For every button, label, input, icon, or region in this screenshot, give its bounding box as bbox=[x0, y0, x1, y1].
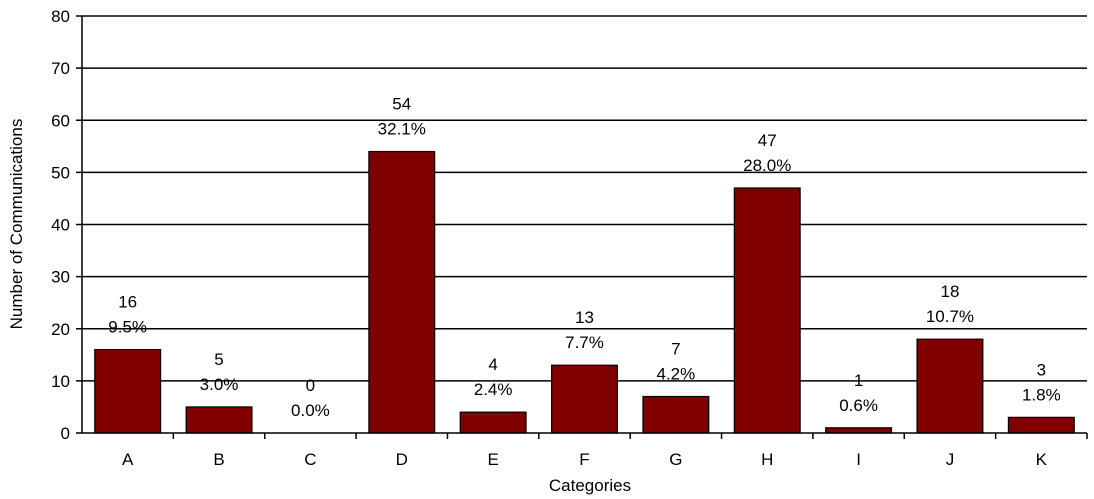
x-tick-label-C: C bbox=[304, 450, 316, 469]
percent-label-E: 2.4% bbox=[474, 380, 513, 399]
x-tick-label-D: D bbox=[396, 450, 408, 469]
y-axis-title: Number of Communications bbox=[7, 119, 26, 330]
y-tick-label: 70 bbox=[51, 59, 70, 78]
value-label-D: 54 bbox=[392, 95, 411, 114]
percent-label-K: 1.8% bbox=[1022, 385, 1061, 404]
value-label-A: 16 bbox=[118, 293, 137, 312]
x-tick-label-E: E bbox=[487, 450, 498, 469]
bar-I bbox=[825, 427, 893, 434]
percent-label-D: 32.1% bbox=[378, 120, 426, 139]
value-label-F: 13 bbox=[575, 308, 594, 327]
percent-label-G: 4.2% bbox=[656, 365, 695, 384]
x-tick-label-K: K bbox=[1036, 450, 1048, 469]
y-tick-label: 30 bbox=[51, 268, 70, 287]
bar-G bbox=[642, 395, 710, 434]
bar-D bbox=[368, 150, 436, 434]
y-tick-label: 10 bbox=[51, 372, 70, 391]
bars-layer bbox=[94, 150, 1075, 434]
value-label-G: 7 bbox=[671, 340, 680, 359]
bar-K bbox=[1007, 416, 1075, 434]
grid-layer bbox=[82, 15, 1087, 382]
value-label-H: 47 bbox=[758, 131, 777, 150]
y-tick-label: 0 bbox=[61, 424, 70, 443]
bar-B bbox=[185, 406, 253, 434]
percent-label-C: 0.0% bbox=[291, 401, 330, 420]
value-label-J: 18 bbox=[940, 282, 959, 301]
percent-label-F: 7.7% bbox=[565, 333, 604, 352]
x-tick-label-A: A bbox=[122, 450, 134, 469]
value-label-I: 1 bbox=[854, 371, 863, 390]
x-axis-title: Categories bbox=[549, 476, 631, 495]
x-tick-label-I: I bbox=[856, 450, 861, 469]
x-tick-label-J: J bbox=[946, 450, 955, 469]
y-tick-label: 50 bbox=[51, 163, 70, 182]
percent-label-I: 0.6% bbox=[839, 396, 878, 415]
bar-A bbox=[94, 349, 162, 434]
value-label-K: 3 bbox=[1037, 360, 1046, 379]
bar-E bbox=[459, 411, 527, 434]
bar-H bbox=[733, 187, 801, 434]
y-tick-label: 80 bbox=[51, 7, 70, 26]
y-tick-label: 60 bbox=[51, 111, 70, 130]
y-tick-label: 40 bbox=[51, 216, 70, 235]
value-label-C: 0 bbox=[306, 376, 315, 395]
bar-J bbox=[916, 338, 984, 434]
x-tick-label-B: B bbox=[213, 450, 224, 469]
x-tick-label-G: G bbox=[669, 450, 682, 469]
percent-label-B: 3.0% bbox=[200, 375, 239, 394]
value-label-E: 4 bbox=[488, 355, 497, 374]
bar-F bbox=[551, 364, 618, 434]
x-tick-label-H: H bbox=[761, 450, 773, 469]
percent-label-H: 28.0% bbox=[743, 156, 791, 175]
y-tick-label: 20 bbox=[51, 320, 70, 339]
percent-label-J: 10.7% bbox=[926, 307, 974, 326]
percent-label-A: 9.5% bbox=[108, 318, 147, 337]
x-tick-label-F: F bbox=[579, 450, 589, 469]
value-label-B: 5 bbox=[214, 350, 223, 369]
